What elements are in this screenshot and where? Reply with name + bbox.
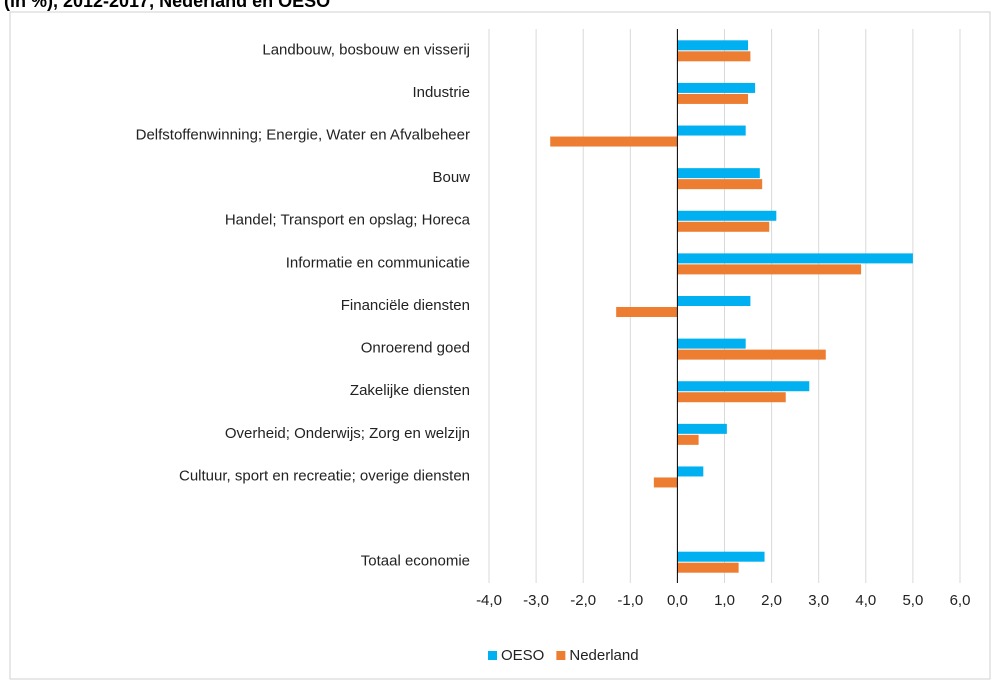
y-tick-label: Handel; Transport en opslag; Horeca <box>225 212 471 229</box>
y-tick-label: Onroerend goed <box>361 340 470 357</box>
bar <box>677 296 751 306</box>
bar <box>677 562 739 573</box>
bar <box>677 349 826 360</box>
bar <box>677 338 746 349</box>
bar <box>677 210 777 221</box>
y-tick-label: Cultuur, sport en recreatie; overige die… <box>179 467 470 484</box>
x-tick-label: 2,0 <box>761 592 782 609</box>
x-tick-label: 6,0 <box>950 592 971 609</box>
bar <box>677 423 727 434</box>
x-tick-label: 5,0 <box>902 592 923 609</box>
bar <box>677 179 763 190</box>
x-tick-label: -1,0 <box>617 592 643 609</box>
bar <box>677 392 786 403</box>
x-tick-label: 0,0 <box>667 592 688 609</box>
x-tick-label: -4,0 <box>476 592 502 609</box>
y-tick-label: Landbouw, bosbouw en visserij <box>262 41 470 58</box>
y-tick-label: Totaal economie <box>361 553 470 570</box>
bar <box>677 40 749 51</box>
legend-swatch <box>556 651 566 660</box>
x-tick-label: -3,0 <box>523 592 549 609</box>
y-tick-label: Industrie <box>412 84 470 101</box>
bar <box>677 381 810 392</box>
y-tick-label: Delfstoffenwinning; Energie, Water en Af… <box>136 127 470 144</box>
bar <box>677 51 751 62</box>
legend-swatch <box>488 651 497 660</box>
y-tick-label: Overheid; Onderwijs; Zorg en welzijn <box>225 425 470 442</box>
bar <box>677 168 760 179</box>
x-tick-label: 3,0 <box>808 592 829 609</box>
bar <box>653 477 678 488</box>
bar <box>616 307 678 317</box>
bar <box>677 221 770 232</box>
bar <box>677 93 749 104</box>
x-tick-label: 1,0 <box>714 592 735 609</box>
y-tick-label: Zakelijke diensten <box>350 382 470 399</box>
bar <box>677 434 699 445</box>
bar <box>677 82 756 93</box>
bar <box>677 253 913 264</box>
legend-label: OESO <box>501 647 544 664</box>
y-tick-label: Informatie en communicatie <box>286 254 470 271</box>
chart-title: (in %), 2012-2017, Nederland en OESO <box>4 0 330 11</box>
bar <box>677 125 746 136</box>
x-tick-label: -2,0 <box>570 592 596 609</box>
y-tick-label: Bouw <box>432 169 470 186</box>
x-tick-label: 4,0 <box>855 592 876 609</box>
legend-label: Nederland <box>569 647 638 664</box>
y-tick-label: Financiële diensten <box>341 297 470 314</box>
chart-border <box>9 11 991 680</box>
bar <box>677 466 704 477</box>
bar <box>677 264 862 275</box>
bar <box>550 136 678 147</box>
bar <box>677 551 765 562</box>
